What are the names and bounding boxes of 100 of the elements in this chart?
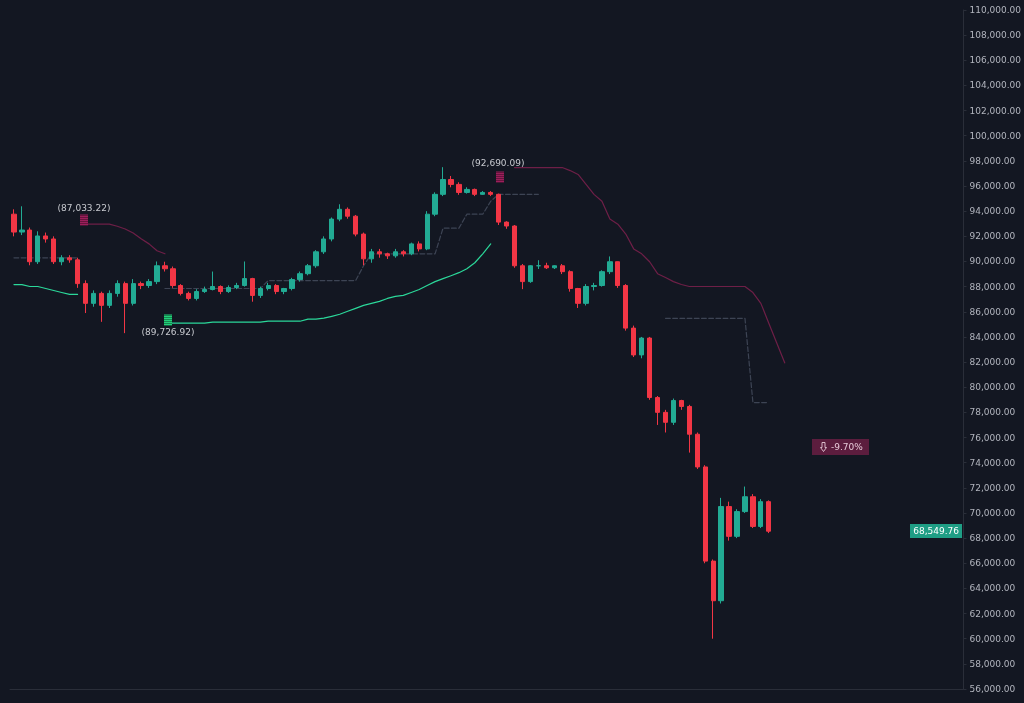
candlestick bbox=[607, 255, 613, 275]
candlestick bbox=[345, 206, 350, 220]
y-tick-label: 96,000.00 bbox=[969, 181, 1016, 192]
candlestick bbox=[19, 205, 25, 236]
candlestick bbox=[178, 283, 183, 296]
y-tick-label: 92,000.00 bbox=[969, 231, 1016, 242]
candlestick bbox=[186, 291, 191, 301]
candlestick bbox=[146, 278, 152, 289]
candlestick bbox=[250, 277, 255, 303]
candlestick bbox=[456, 181, 462, 196]
candlestick bbox=[671, 398, 676, 426]
candlestick bbox=[266, 282, 271, 291]
candlestick bbox=[480, 190, 485, 196]
annotation: (89,726.92) bbox=[141, 327, 195, 337]
candlestick bbox=[631, 325, 636, 358]
candlestick bbox=[234, 282, 239, 290]
candlestick bbox=[575, 287, 581, 309]
candlestick bbox=[75, 257, 80, 289]
candlestick bbox=[202, 286, 207, 294]
candlestick bbox=[289, 277, 295, 291]
candlestick bbox=[27, 227, 32, 266]
candlestick bbox=[623, 283, 628, 332]
candlestick bbox=[647, 336, 652, 401]
candlestick bbox=[440, 166, 446, 197]
candlestick bbox=[385, 252, 390, 260]
candlestick bbox=[599, 269, 605, 288]
candlestick bbox=[377, 248, 382, 259]
candlestick bbox=[305, 263, 311, 276]
candlestick bbox=[218, 284, 223, 295]
candlestick bbox=[35, 230, 40, 265]
annotation: (92,690.09) bbox=[471, 158, 525, 168]
candlestick bbox=[99, 291, 104, 323]
candlestick bbox=[695, 431, 700, 470]
candlestick bbox=[488, 190, 493, 197]
candlestick bbox=[417, 240, 422, 252]
candlestick bbox=[766, 499, 771, 534]
candlestick bbox=[353, 214, 358, 237]
y-tick-label: 94,000.00 bbox=[969, 206, 1016, 217]
candlestick bbox=[162, 261, 168, 273]
candlestick bbox=[194, 288, 199, 301]
y-tick-label: 102,000.00 bbox=[969, 105, 1022, 116]
candlestick bbox=[583, 283, 589, 306]
candlestick bbox=[83, 279, 88, 314]
candlestick bbox=[123, 281, 128, 334]
y-tick-label: 60,000.00 bbox=[969, 633, 1016, 644]
y-tick-label: 104,000.00 bbox=[969, 80, 1022, 91]
candlestick bbox=[726, 501, 732, 542]
y-tick-label: 78,000.00 bbox=[969, 407, 1016, 418]
candlestick bbox=[464, 186, 470, 195]
candlestick bbox=[210, 271, 215, 291]
candlestick bbox=[154, 260, 160, 285]
y-tick-label: 62,000.00 bbox=[969, 608, 1016, 619]
y-tick-label: 110,000.00 bbox=[969, 5, 1022, 15]
candlestick bbox=[560, 263, 565, 275]
y-tick-label: 68,000.00 bbox=[969, 533, 1016, 544]
candlestick bbox=[91, 289, 96, 308]
candlestick bbox=[281, 287, 287, 295]
candlestick bbox=[425, 210, 430, 251]
candlestick bbox=[242, 260, 247, 288]
candlestick bbox=[432, 191, 438, 217]
y-tick-label: 108,000.00 bbox=[969, 30, 1022, 41]
y-tick-label: 98,000.00 bbox=[969, 155, 1016, 166]
candlestick bbox=[615, 260, 620, 289]
candlestick bbox=[321, 235, 326, 255]
candlestick bbox=[226, 284, 231, 294]
y-tick-label: 88,000.00 bbox=[969, 281, 1016, 292]
y-tick-label: 86,000.00 bbox=[969, 306, 1016, 317]
candlestick bbox=[544, 262, 549, 270]
candlestick bbox=[663, 409, 668, 433]
candlestick bbox=[591, 282, 597, 291]
candlestick bbox=[512, 224, 517, 269]
y-tick-label: 76,000.00 bbox=[969, 432, 1016, 443]
candlestick bbox=[337, 203, 342, 222]
candlestick bbox=[131, 278, 136, 306]
candlestick bbox=[67, 254, 72, 264]
candlestick bbox=[361, 232, 366, 266]
candlestick bbox=[258, 286, 263, 299]
candlestick bbox=[679, 399, 684, 411]
candlestick bbox=[448, 175, 454, 188]
candlestick bbox=[107, 289, 112, 309]
y-tick-label: 74,000.00 bbox=[969, 457, 1016, 468]
candlestick bbox=[472, 188, 477, 197]
candlestick bbox=[369, 248, 374, 264]
candlestick bbox=[528, 264, 533, 284]
candlestick bbox=[687, 404, 692, 454]
candlestick bbox=[297, 271, 303, 283]
y-tick-label: 84,000.00 bbox=[969, 331, 1016, 342]
y-tick-label: 56,000.00 bbox=[969, 684, 1016, 694]
candlestick bbox=[401, 249, 406, 257]
candlestick bbox=[639, 336, 644, 359]
y-tick-label: 90,000.00 bbox=[969, 256, 1016, 267]
candlestick bbox=[170, 266, 176, 289]
candlestick bbox=[59, 254, 64, 266]
y-tick-label: 106,000.00 bbox=[969, 55, 1022, 66]
candlestick bbox=[655, 395, 660, 426]
candlestick bbox=[742, 486, 748, 514]
candlestick bbox=[274, 283, 279, 295]
candlestick bbox=[11, 208, 17, 237]
y-tick-label: 80,000.00 bbox=[969, 382, 1016, 393]
candlestick bbox=[703, 464, 708, 564]
